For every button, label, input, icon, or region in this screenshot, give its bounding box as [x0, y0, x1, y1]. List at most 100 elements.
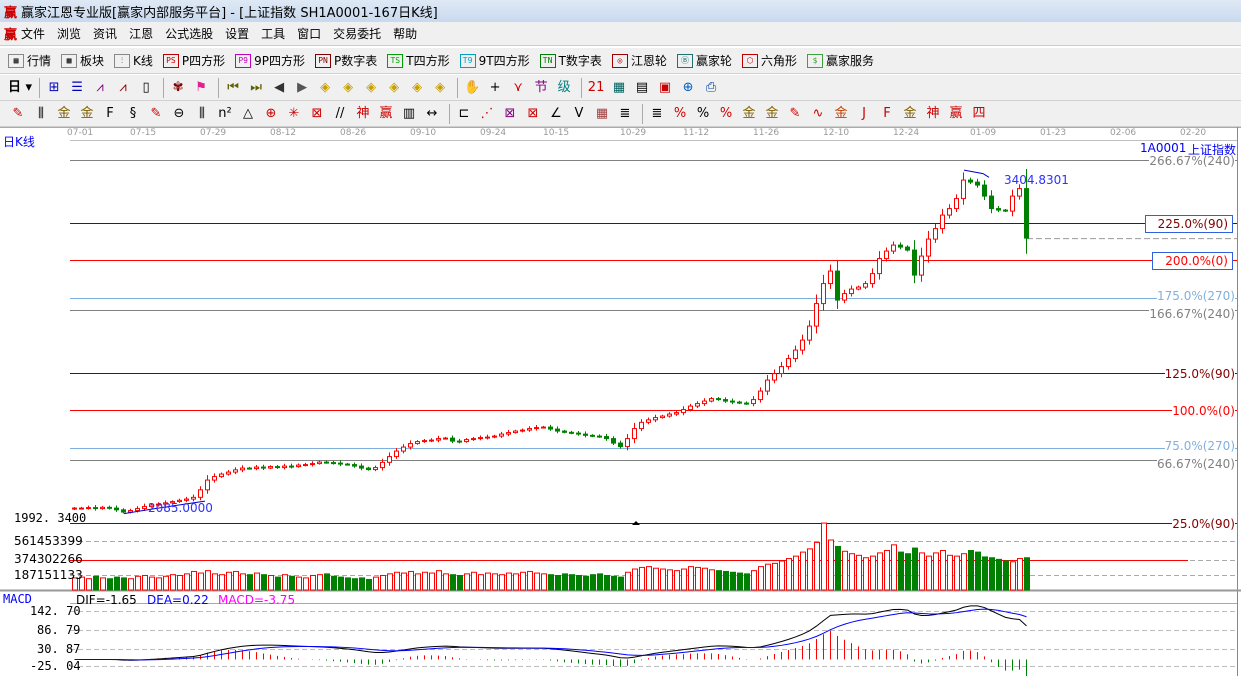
- network-icon[interactable]: ⊕: [682, 79, 694, 95]
- toolbar-button-0[interactable]: ▦ 行情: [8, 52, 51, 69]
- zoom-in-icon[interactable]: ◈: [366, 79, 377, 95]
- toolbar-button-7[interactable]: T9 9T四方形: [459, 52, 530, 69]
- winner-icon[interactable]: 赢: [379, 105, 393, 121]
- print-icon[interactable]: ⎙: [705, 79, 717, 95]
- f-angle-icon[interactable]: F: [883, 105, 891, 121]
- gold-lines-icon[interactable]: 金: [765, 105, 779, 121]
- menu-9[interactable]: 帮助: [393, 27, 418, 41]
- gold-angle-icon[interactable]: 金: [903, 105, 917, 121]
- menu-3[interactable]: 江恩: [129, 27, 154, 41]
- god-icon[interactable]: 神: [356, 105, 370, 121]
- chart-canvas[interactable]: [0, 127, 1241, 676]
- expand-icon[interactable]: ◈: [412, 79, 423, 95]
- calculator-icon[interactable]: ▦: [612, 79, 626, 95]
- menu-1[interactable]: 浏览: [57, 27, 82, 41]
- symbol-icon[interactable]: 级: [557, 79, 571, 95]
- indicator-s-icon[interactable]: ⩘: [96, 79, 104, 95]
- toolbar-button-1[interactable]: ▩ 板块: [61, 52, 104, 69]
- shrink-icon[interactable]: ◈: [435, 79, 446, 95]
- angle-icon[interactable]: ∠: [550, 105, 562, 121]
- toolbar-button-3[interactable]: PS P四方形: [162, 52, 225, 69]
- candle-dropdown-icon[interactable]: ▯: [142, 79, 150, 95]
- fib-icon[interactable]: F: [106, 105, 114, 121]
- next-icon[interactable]: ▶: [297, 79, 308, 95]
- notes-icon[interactable]: ☰: [71, 79, 83, 95]
- menu-5[interactable]: 设置: [225, 27, 250, 41]
- candle-body: [191, 496, 196, 500]
- v-icon[interactable]: V: [574, 105, 584, 121]
- winner-angle-icon[interactable]: 赢: [949, 105, 963, 121]
- radial-icon[interactable]: ✳: [288, 105, 300, 121]
- menu-8[interactable]: 交易委托: [333, 27, 382, 41]
- period-select[interactable]: 日 ▾: [8, 79, 33, 95]
- n2-icon[interactable]: n²: [218, 105, 232, 121]
- cycle-lines-icon[interactable]: ⫼: [199, 105, 205, 121]
- pct-slant-icon[interactable]: %: [673, 105, 687, 121]
- gold-circle-icon[interactable]: 金: [742, 105, 756, 121]
- slant-icon[interactable]: //: [335, 105, 345, 121]
- report-icon[interactable]: ▤: [635, 79, 649, 95]
- first-icon[interactable]: ⏮: [227, 79, 239, 95]
- chart-type-icon[interactable]: ⊞: [48, 79, 60, 95]
- prev-icon[interactable]: ◀: [274, 79, 285, 95]
- spiral-icon[interactable]: §: [129, 105, 137, 121]
- brush-icon[interactable]: ✎: [789, 105, 801, 121]
- menu-2[interactable]: 资讯: [93, 27, 118, 41]
- toolbar-button-10[interactable]: Ⓑ 赢家轮: [676, 52, 732, 69]
- toolbar-button-6[interactable]: TS T四方形: [387, 52, 450, 69]
- target-icon[interactable]: ⊕: [265, 105, 277, 121]
- line-tool-icon[interactable]: ⋎: [513, 79, 523, 95]
- crosshair-icon[interactable]: +: [489, 79, 501, 95]
- j-angle-icon[interactable]: J: [862, 105, 866, 121]
- bar-ruler-icon[interactable]: ≣: [651, 105, 663, 121]
- toolbar-button-2[interactable]: ⫶ K线: [114, 52, 153, 69]
- gold-red-icon[interactable]: 金: [834, 105, 848, 121]
- fan-icon[interactable]: ⋰: [480, 105, 494, 121]
- indicator-9-icon[interactable]: ⩘: [119, 79, 127, 95]
- zoom-out-icon[interactable]: ◈: [389, 79, 400, 95]
- pen-icon[interactable]: ✎: [12, 105, 24, 121]
- candle-body: [443, 437, 448, 440]
- toolbar-button-11[interactable]: ⬡ 六角形: [741, 52, 797, 69]
- menu-4[interactable]: 公式选股: [165, 27, 214, 41]
- ruler-icon[interactable]: ▥: [402, 105, 416, 121]
- menu-0[interactable]: 文件: [21, 27, 46, 41]
- toolbar-button-12[interactable]: $ 赢家服务: [806, 52, 874, 69]
- grid-tool-icon[interactable]: ▦: [595, 105, 609, 121]
- flag-icon[interactable]: ⚑: [195, 79, 207, 95]
- toolbar-button-8[interactable]: TN T数字表: [539, 52, 602, 69]
- date-tick: 11-12: [683, 128, 710, 138]
- text-tool-icon[interactable]: 节: [534, 79, 548, 95]
- last-icon[interactable]: ⏭: [250, 79, 262, 95]
- pct-lines-icon[interactable]: %: [719, 105, 733, 121]
- triangle-icon[interactable]: △: [243, 105, 253, 121]
- pattern-icon[interactable]: ✾: [172, 79, 184, 95]
- wave-icon[interactable]: ∿: [812, 105, 824, 121]
- gold-line2-icon[interactable]: 金: [80, 105, 94, 121]
- toolbar-button-9[interactable]: ◎ 江恩轮: [611, 52, 667, 69]
- box-radial-icon[interactable]: ⊠: [311, 105, 323, 121]
- hatch-icon[interactable]: ≣: [619, 105, 631, 121]
- save-icon[interactable]: ▣: [658, 79, 672, 95]
- menu-6[interactable]: 工具: [261, 27, 286, 41]
- calendar-icon[interactable]: 21: [587, 79, 605, 95]
- toolbar-button-5[interactable]: PN P数字表: [315, 52, 377, 69]
- cycle-icon[interactable]: ⊖: [173, 105, 185, 121]
- four-angle-icon[interactable]: 四: [972, 105, 986, 121]
- god-angle-icon[interactable]: 神: [926, 105, 940, 121]
- menu-7[interactable]: 窗口: [297, 27, 322, 41]
- box-icon[interactable]: ⊏: [458, 105, 470, 121]
- candle-body: [464, 439, 469, 443]
- hand-icon[interactable]: ✋: [463, 79, 481, 95]
- gann-box-icon[interactable]: ⊠: [504, 105, 516, 121]
- move-left-icon[interactable]: ◈: [320, 79, 331, 95]
- gold-line-icon[interactable]: 金: [57, 105, 71, 121]
- measure-icon[interactable]: ↔: [426, 105, 438, 121]
- percent-icon[interactable]: %: [696, 105, 710, 121]
- marker-icon[interactable]: ✎: [150, 105, 162, 121]
- parallel-lines-icon[interactable]: ⫼: [38, 105, 44, 121]
- kline-chart[interactable]: 日K线 1A0001 上证指数 1992. 3400 3404.8301 208…: [0, 127, 1241, 676]
- gann-grid-icon[interactable]: ⊠: [527, 105, 539, 121]
- move-right-icon[interactable]: ◈: [343, 79, 354, 95]
- toolbar-button-4[interactable]: P9 9P四方形: [235, 52, 305, 69]
